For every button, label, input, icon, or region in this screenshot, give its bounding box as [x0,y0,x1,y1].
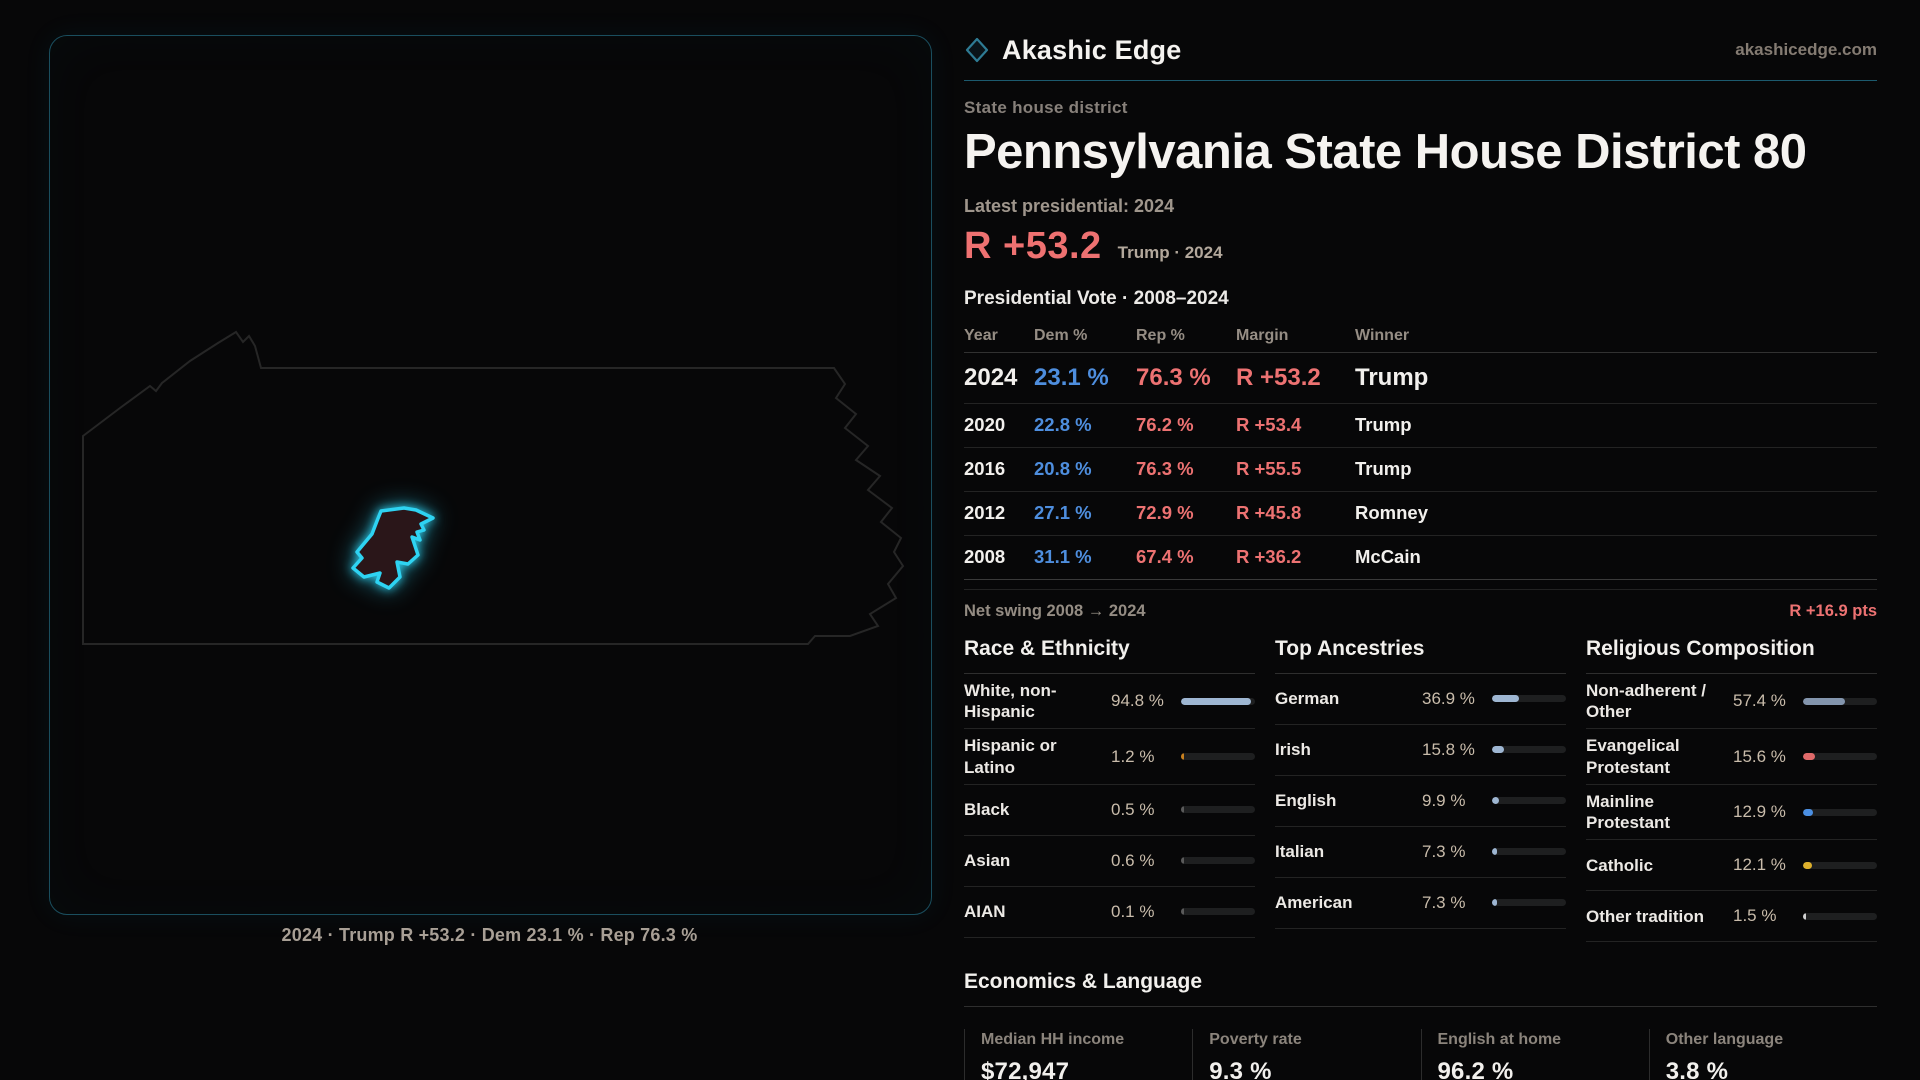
latest-presidential-label: Latest presidential: 2024 [964,195,1175,216]
demo-row: Black 0.5 % [964,785,1255,836]
vote-table: Year Dem % Rep % Margin Winner 2024 23.1… [964,320,1877,590]
economics-section-title: Economics & Language [964,970,1877,1008]
brand-row: Akashic Edge akashicedge.com [964,30,1877,70]
brand-name: Akashic Edge [1002,34,1182,65]
stat-bar [1181,857,1255,865]
stat-english-at-home: English at home 96.2 % [1420,1029,1649,1080]
district-map [82,330,905,645]
site-link[interactable]: akashicedge.com [1735,40,1877,59]
demo-row: English 9.9 % [1275,776,1566,827]
stat-bar [1803,697,1877,705]
headline-note: Trump · 2024 [1117,242,1223,262]
demo-row: Catholic 12.1 % [1586,840,1877,892]
demo-row: Hispanic or Latino 1.2 % [964,729,1255,785]
stat-bar [1181,908,1255,916]
religious-composition-section: Religious Composition Non-adherent / Oth… [1586,637,1877,943]
section-title: Religious Composition [1586,637,1877,674]
headline-margin-row: R +53.2 Trump · 2024 [964,225,1877,268]
diamond-logo-icon [965,37,989,63]
stat-bar [1181,697,1255,705]
race-ethnicity-section: Race & Ethnicity White, non-Hispanic 94.… [964,637,1255,943]
demo-row: Other tradition 1.5 % [1586,891,1877,943]
demo-row: Mainline Protestant 12.9 % [1586,785,1877,841]
section-title: Race & Ethnicity [964,637,1255,674]
brand: Akashic Edge [964,35,1181,66]
page-title: Pennsylvania State House District 80 [964,125,1807,179]
stat-bar [1492,899,1566,907]
stat-other-language: Other language 3.8 % [1648,1029,1877,1080]
stat-bar [1181,753,1255,761]
stat-bar [1803,861,1877,869]
table-row: 2012 27.1 % 72.9 % R +45.8 Romney [964,492,1877,536]
detail-panel: Akashic Edge akashicedge.com State house… [964,30,1877,1080]
net-swing-label: Net swing 2008 → 2024 [964,601,1146,620]
table-row: 2016 20.8 % 76.3 % R +55.5 Trump [964,448,1877,492]
demo-row: German 36.9 % [1275,674,1566,725]
stat-bar [1492,746,1566,754]
net-swing-value: R +16.9 pts [1789,601,1877,620]
district-shape [351,506,435,590]
col-margin: Margin [1236,326,1289,344]
district-map-card [49,35,932,915]
stat-bar [1492,848,1566,856]
stat-bar [1181,806,1255,814]
demo-row: Evangelical Protestant 15.6 % [1586,729,1877,785]
table-row: 2020 22.8 % 76.2 % R +53.4 Trump [964,404,1877,448]
stat-poverty-rate: Poverty rate 9.3 % [1192,1029,1420,1080]
header-divider [964,80,1877,81]
col-rep: Rep % [1136,326,1185,344]
map-caption: 2024 · Trump R +53.2 · Dem 23.1 % · Rep … [281,925,698,945]
demo-row: White, non-Hispanic 94.8 % [964,674,1255,730]
stat-bar [1492,695,1566,703]
stat-bar [1492,797,1566,805]
section-title: Top Ancestries [1275,637,1566,674]
eyebrow-label: State house district [964,98,1128,117]
net-swing-row: Net swing 2008 → 2024 R +16.9 pts [964,602,1877,621]
demo-row: American 7.3 % [1275,878,1566,929]
stat-bar [1803,808,1877,816]
demo-row: AIAN 0.1 % [964,887,1255,938]
vote-table-title: Presidential Vote · 2008–2024 [964,287,1229,309]
stat-bar [1803,912,1877,920]
stat-bar [1803,753,1877,761]
col-year: Year [964,326,998,344]
economics-stats: Median HH income $72,947 Poverty rate 9.… [964,1029,1877,1080]
table-row: 2024 23.1 % 76.3 % R +53.2 Trump [964,353,1877,404]
stat-median-income: Median HH income $72,947 [964,1029,1192,1080]
table-row: 2008 31.1 % 67.4 % R +36.2 McCain [964,536,1877,580]
table-subdivider [964,588,1877,590]
demo-row: Asian 0.6 % [964,836,1255,887]
vote-table-header: Year Dem % Rep % Margin Winner [964,320,1877,353]
demographics-grid: Race & Ethnicity White, non-Hispanic 94.… [964,637,1877,943]
demo-row: Italian 7.3 % [1275,827,1566,878]
demo-row: Irish 15.8 % [1275,725,1566,776]
top-ancestries-section: Top Ancestries German 36.9 % Irish 15.8 … [1275,637,1566,943]
col-dem: Dem % [1034,326,1088,344]
pennsylvania-outline [82,330,905,645]
col-winner: Winner [1355,326,1410,344]
demo-row: Non-adherent / Other 57.4 % [1586,674,1877,730]
headline-margin: R +53.2 [964,224,1102,267]
